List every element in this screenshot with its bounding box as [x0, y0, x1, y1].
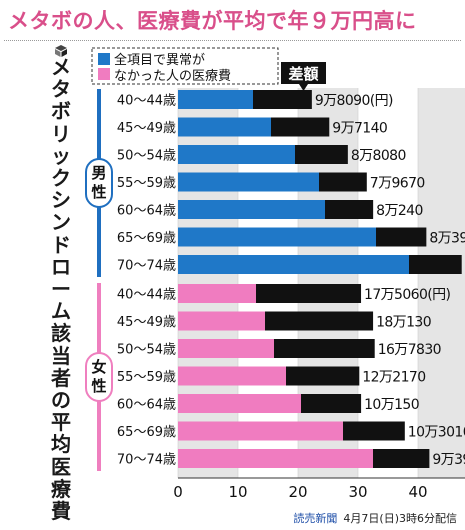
- data-label: 7万9670: [370, 176, 425, 192]
- headline-divider: [4, 40, 461, 41]
- category-label: 55～59歳: [117, 176, 176, 191]
- category-label: 60～64歳: [117, 204, 176, 219]
- legend-diff-label: 差額: [288, 65, 318, 83]
- data-label: 9万7140: [332, 121, 387, 137]
- legend-label-line1: 全項目で異常が: [114, 52, 205, 68]
- female-difference-bar: [286, 366, 360, 386]
- data-label: 8万240: [376, 203, 423, 219]
- credit: 読売新聞 4月7日(日)3時6分配信: [293, 510, 457, 526]
- female-difference-bar: [343, 421, 405, 441]
- female-normal-bar: [178, 339, 274, 358]
- male-normal-bar: [178, 255, 409, 274]
- data-label: 17万5060(円): [364, 287, 451, 303]
- x-tick-label: 40: [408, 483, 427, 501]
- x-tick-label: 10: [228, 483, 247, 501]
- headline: メタボの人、医療費が平均で年９万円高に: [8, 9, 417, 33]
- data-label: 18万130: [376, 315, 431, 331]
- male-label-char: 男: [91, 164, 106, 182]
- y-axis-title: メタボリックシンドローム該当者の平均医療費: [51, 55, 71, 524]
- female-label-char: 女: [91, 358, 106, 376]
- x-tick-label: 20: [288, 483, 307, 501]
- category-label: 40～44歳: [117, 94, 176, 109]
- female-difference-bar: [274, 339, 375, 358]
- category-label: 40～44歳: [117, 288, 176, 303]
- male-difference-bar: [376, 227, 427, 247]
- category-label: 45～49歳: [117, 121, 176, 136]
- female-normal-bar: [178, 394, 301, 413]
- data-label: 9万3980: [432, 452, 465, 468]
- male-difference-bar: [319, 172, 367, 192]
- female-label-char: 性: [91, 377, 106, 395]
- data-label: 8万8080: [351, 148, 406, 164]
- x-tick-label: 30: [348, 483, 367, 501]
- credit-source: 読売新聞: [293, 512, 338, 525]
- grid-band: [418, 88, 465, 478]
- female-normal-bar: [178, 311, 265, 331]
- male-normal-bar: [178, 117, 271, 137]
- box-icon: [55, 45, 67, 57]
- category-label: 45～49歳: [117, 315, 176, 330]
- legend-label-line2: なかった人の医療費: [114, 69, 231, 84]
- data-label: 16万7830: [378, 342, 441, 358]
- category-label: 55～59歳: [117, 370, 176, 385]
- male-normal-bar: [178, 145, 295, 164]
- category-label: 70～74歳: [117, 259, 176, 274]
- female-normal-bar: [178, 449, 373, 468]
- legend-swatch-female: [98, 68, 110, 80]
- female-difference-bar: [256, 284, 362, 303]
- female-difference-bar: [301, 394, 362, 413]
- legend-swatch-male: [98, 53, 110, 65]
- female-difference-bar: [265, 311, 374, 331]
- female-normal-bar: [178, 366, 286, 386]
- male-difference-bar: [325, 200, 374, 219]
- male-normal-bar: [178, 172, 319, 192]
- x-tick-label: 0: [173, 483, 183, 501]
- category-label: 65～69歳: [117, 425, 176, 440]
- female-normal-bar: [178, 284, 256, 303]
- data-label: 12万2170: [362, 370, 425, 386]
- category-label: 70～74歳: [117, 453, 176, 468]
- female-difference-bar: [373, 449, 430, 468]
- data-label: 10万150: [364, 397, 419, 413]
- male-difference-bar: [409, 255, 462, 274]
- legend-diff-pointer: [299, 84, 308, 91]
- legend-diff-box: [281, 62, 326, 84]
- data-label: 9万8090(円): [315, 93, 393, 109]
- data-label: 10万3010: [408, 425, 465, 441]
- category-label: 60～64歳: [117, 398, 176, 413]
- male-difference-bar: [295, 145, 348, 164]
- male-normal-bar: [178, 90, 253, 109]
- female-pill: [85, 352, 113, 402]
- credit-datetime: 4月7日(日)3時6分配信: [343, 512, 457, 525]
- category-label: 65～69歳: [117, 231, 176, 246]
- male-pill: [85, 158, 113, 208]
- male-difference-bar: [271, 117, 330, 137]
- legend-box: [91, 47, 279, 85]
- male-normal-bar: [178, 227, 376, 247]
- data-label: 8万3920: [429, 231, 465, 247]
- category-label: 50～54歳: [117, 343, 176, 358]
- male-label-char: 性: [91, 183, 106, 201]
- female-normal-bar: [178, 421, 343, 441]
- male-difference-bar: [253, 90, 312, 109]
- category-label: 50～54歳: [117, 149, 176, 164]
- male-normal-bar: [178, 200, 325, 219]
